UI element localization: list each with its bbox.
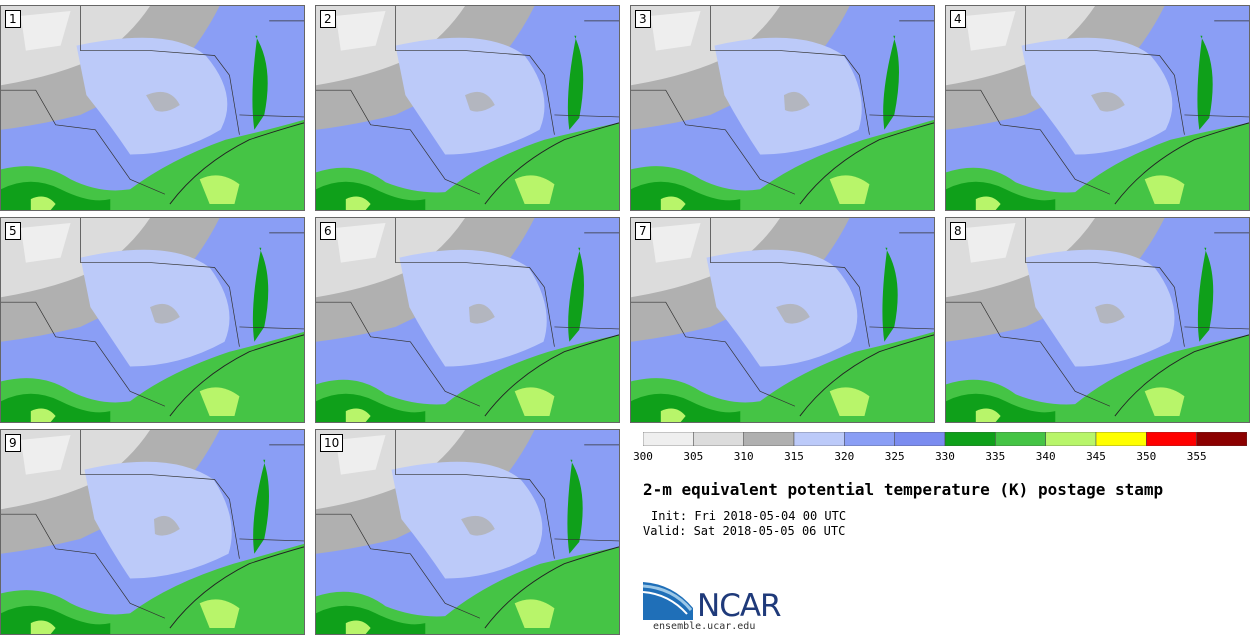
logo-text: NCAR <box>697 588 782 624</box>
colorbar <box>643 432 1247 446</box>
panel-number: 9 <box>5 434 21 452</box>
colorbar-swatch <box>995 432 1046 446</box>
panel-number: 5 <box>5 222 21 240</box>
theta-e-map <box>1 218 304 422</box>
colorbar-labels: 300 305 310 315 320 325 330 335 340 345 350 355 <box>633 450 1247 464</box>
init-time: Init: Fri 2018-05-04 00 UTC <box>651 509 847 523</box>
panel-number: 10 <box>320 434 344 452</box>
colorbar-swatch <box>1146 432 1197 446</box>
colorbar-swatch <box>693 432 744 446</box>
colorbar-tick-label: 335 <box>985 450 1006 463</box>
colorbar-tick-label: 330 <box>935 450 955 463</box>
colorbar-swatch <box>1196 432 1247 446</box>
colorbar-swatch <box>844 432 895 446</box>
map-panel: 9 <box>0 429 305 635</box>
colorbar-tick-label: 305 <box>683 450 704 463</box>
logo-url[interactable]: ensemble.ucar.edu <box>653 621 756 632</box>
map-panel: 2 <box>315 5 620 211</box>
theta-e-map <box>316 6 619 210</box>
map-panel: 3 <box>630 5 935 211</box>
panel-number: 7 <box>635 222 651 240</box>
colorbar-swatch <box>944 432 996 446</box>
colorbar-tick-label: 325 <box>884 450 905 463</box>
map-panel: 1 <box>0 5 305 211</box>
theta-e-map <box>946 6 1249 210</box>
theta-e-map <box>1 430 304 634</box>
colorbar-tick-label: 340 <box>1035 450 1056 463</box>
colorbar-tick-label: 345 <box>1086 450 1106 463</box>
colorbar-tick-label: 355 <box>1186 450 1207 463</box>
colorbar-swatch <box>743 432 795 446</box>
panel-number: 4 <box>950 10 966 28</box>
theta-e-map <box>316 218 619 422</box>
panel-number: 8 <box>950 222 966 240</box>
panel-number: 6 <box>320 222 336 240</box>
colorbar-tick-label: 310 <box>733 450 754 463</box>
theta-e-map <box>631 218 934 422</box>
map-panel: 8 <box>945 217 1250 423</box>
map-panel: 10 <box>315 429 620 635</box>
panel-number: 3 <box>635 10 651 28</box>
map-panel: 7 <box>630 217 935 423</box>
valid-time: Valid: Sat 2018-05-05 06 UTC <box>643 524 846 538</box>
theta-e-map <box>631 6 934 210</box>
panel-number: 1 <box>5 10 21 28</box>
colorbar-swatch <box>1095 432 1147 446</box>
colorbar-tick-label: 320 <box>834 450 855 463</box>
colorbar-tick-label: 315 <box>784 450 804 463</box>
ncar-logo-icon <box>643 582 693 620</box>
colorbar-tick-label: 300 <box>633 450 653 463</box>
colorbar-swatch <box>894 432 946 446</box>
map-panel: 6 <box>315 217 620 423</box>
colorbar-tick-label: 350 <box>1136 450 1157 463</box>
map-panel: 4 <box>945 5 1250 211</box>
theta-e-map <box>946 218 1249 422</box>
panel-number: 2 <box>320 10 336 28</box>
map-panel: 5 <box>0 217 305 423</box>
figure-title: 2-m equivalent potential temperature (K)… <box>643 480 1164 499</box>
colorbar-swatch <box>643 432 694 446</box>
colorbar-swatch <box>1045 432 1097 446</box>
theta-e-map <box>1 6 304 210</box>
theta-e-map <box>316 430 619 634</box>
colorbar-swatch <box>793 432 845 446</box>
